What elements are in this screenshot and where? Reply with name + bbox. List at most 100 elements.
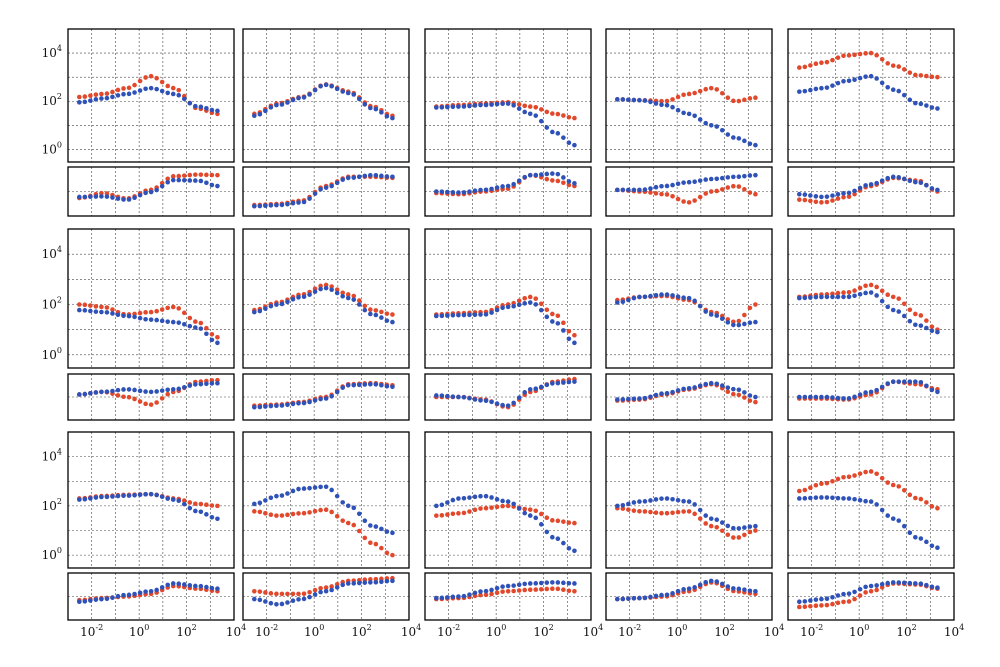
data-point	[373, 541, 379, 547]
data-point	[797, 89, 802, 94]
site-panel-13	[424, 28, 592, 217]
data-point	[561, 580, 566, 586]
data-point	[121, 313, 126, 319]
data-point	[274, 202, 279, 208]
data-point	[907, 70, 913, 75]
data-point	[550, 129, 555, 135]
data-point	[708, 122, 714, 128]
data-point	[753, 191, 758, 197]
data-point	[747, 141, 753, 147]
data-point	[285, 402, 290, 408]
data-point	[198, 178, 204, 184]
data-point	[170, 304, 176, 310]
data-point	[368, 381, 373, 387]
data-point	[753, 302, 758, 307]
data-point	[808, 394, 813, 400]
data-point	[93, 194, 99, 199]
data-point	[637, 508, 642, 514]
data-point	[566, 520, 572, 525]
data-point	[681, 295, 686, 300]
data-point	[274, 302, 279, 307]
data-point	[159, 585, 165, 590]
data-point	[725, 95, 731, 101]
data-point	[379, 309, 384, 315]
data-point	[913, 322, 918, 328]
data-point	[165, 90, 171, 96]
data-point	[846, 599, 852, 604]
data-point	[830, 495, 835, 501]
data-point	[334, 585, 340, 590]
data-point	[572, 142, 577, 148]
data-point	[301, 400, 307, 406]
data-point	[121, 197, 126, 202]
data-point	[719, 383, 725, 388]
data-point	[384, 383, 390, 389]
data-point	[731, 586, 736, 591]
data-point	[527, 581, 533, 586]
data-point	[885, 84, 891, 90]
data-point	[879, 288, 885, 294]
data-point	[550, 586, 555, 592]
data-point	[675, 181, 681, 187]
data-point	[879, 298, 885, 304]
x-tick-label: 100	[849, 623, 869, 639]
data-point	[544, 109, 550, 115]
data-point	[351, 522, 357, 528]
data-point	[863, 51, 868, 56]
data-point	[913, 100, 918, 106]
data-point	[725, 320, 731, 325]
data-point	[670, 591, 675, 596]
rho-tick-label: 100	[42, 140, 62, 156]
data-point	[148, 389, 154, 395]
data-point	[478, 187, 483, 193]
data-point	[472, 494, 478, 500]
data-point	[841, 78, 846, 84]
data-point	[747, 393, 753, 398]
data-point	[901, 301, 907, 307]
data-point	[852, 293, 857, 299]
data-point	[77, 302, 82, 307]
data-point	[852, 188, 857, 194]
data-point	[566, 379, 572, 385]
data-point	[736, 392, 742, 398]
data-point	[257, 404, 263, 410]
data-point	[846, 591, 852, 596]
data-point	[126, 91, 132, 97]
data-point	[681, 110, 686, 116]
data-point	[450, 497, 456, 503]
data-point	[824, 199, 830, 205]
data-point	[918, 581, 924, 587]
data-point	[268, 512, 274, 518]
x-tick-label: 10-2	[800, 623, 823, 639]
data-point	[863, 283, 868, 289]
data-point	[703, 381, 709, 387]
data-point	[731, 174, 736, 180]
data-point	[373, 524, 379, 529]
data-point	[285, 491, 290, 496]
data-point	[703, 579, 709, 585]
data-point	[456, 594, 461, 599]
phi-red-series	[797, 175, 940, 205]
data-point	[170, 91, 176, 97]
rho-panel-frame	[242, 431, 410, 569]
data-point	[362, 518, 368, 523]
data-point	[390, 312, 395, 317]
data-point	[296, 591, 301, 597]
data-point	[279, 102, 285, 107]
data-point	[747, 529, 753, 535]
data-point	[813, 199, 819, 205]
data-point	[896, 518, 902, 523]
data-point	[373, 312, 379, 318]
data-point	[439, 393, 445, 398]
data-point	[165, 391, 171, 397]
data-point	[215, 108, 220, 114]
data-point	[675, 509, 681, 515]
phi-red-series	[615, 580, 758, 602]
data-point	[550, 171, 555, 176]
data-point	[813, 394, 819, 400]
data-point	[637, 187, 642, 193]
data-point	[670, 104, 675, 110]
data-point	[445, 500, 450, 505]
data-point	[301, 294, 307, 299]
data-point	[675, 94, 681, 100]
